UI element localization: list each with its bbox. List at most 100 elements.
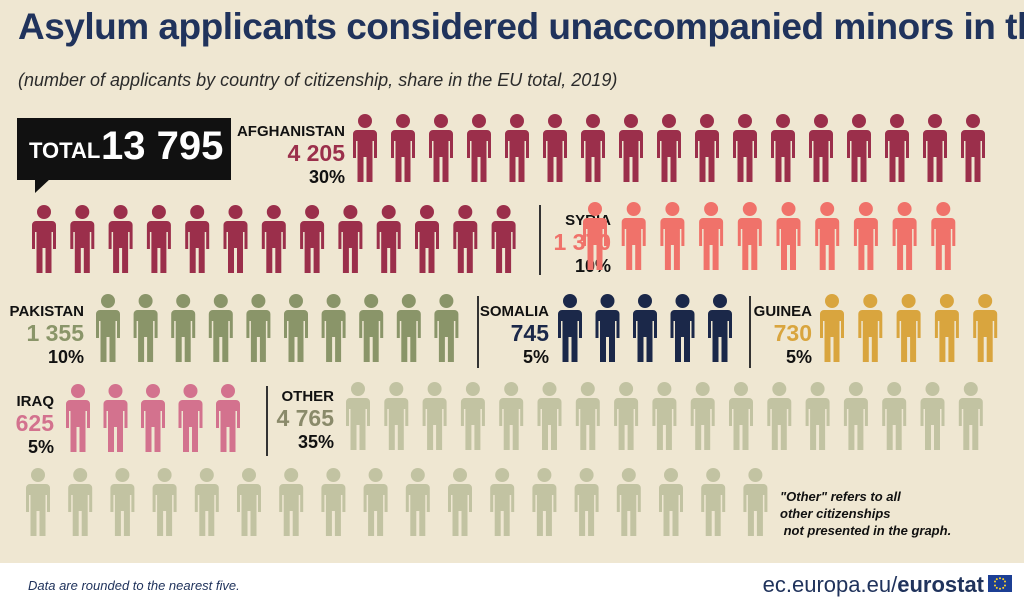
person-icon-other (614, 382, 639, 450)
person-icon-afghanistan (619, 114, 643, 182)
person-icon-other (920, 382, 945, 450)
person-icon-other (958, 382, 983, 450)
person-icon-afghanistan (338, 205, 363, 273)
person-icon-guinea (858, 294, 883, 362)
person-icon-other (152, 468, 177, 536)
person-icon-other (321, 468, 346, 536)
person-icon-afghanistan (695, 114, 719, 182)
country-value: 730 (773, 320, 812, 346)
country-value: 4 205 (287, 140, 345, 166)
person-icon-afghanistan (300, 205, 325, 273)
person-icon-afghanistan (415, 205, 439, 273)
person-icon-afghanistan (32, 205, 56, 273)
person-icon-somalia (595, 294, 620, 362)
country-name: OTHER (281, 388, 335, 405)
person-icon-somalia (708, 294, 732, 362)
person-icon-afghanistan (491, 205, 516, 273)
country-name: SOMALIA (479, 303, 549, 320)
person-icon-afghanistan (185, 205, 210, 273)
person-icon-other (448, 468, 472, 536)
person-icon-pakistan (171, 294, 196, 362)
person-icon-other (701, 468, 726, 536)
person-icon-syria (583, 202, 607, 270)
person-icon-pakistan (396, 294, 421, 362)
source-brand: eurostat (897, 572, 984, 597)
total-callout: TOTAL 13 795 (17, 118, 231, 180)
person-icon-other (110, 468, 135, 536)
country-name: AFGHANISTAN (236, 123, 345, 140)
person-icon-other (460, 382, 485, 450)
person-icon-somalia (558, 294, 582, 362)
person-icon-other (490, 468, 515, 536)
person-icon-afghanistan (847, 114, 871, 182)
person-icon-afghanistan (376, 205, 401, 273)
person-icon-other (767, 382, 792, 450)
person-icon-iraq (66, 384, 90, 452)
person-icon-afghanistan (453, 205, 478, 273)
country-value: 625 (15, 410, 54, 436)
person-icon-guinea (973, 294, 998, 362)
person-icon-afghanistan (657, 114, 681, 182)
pictogram-icons (26, 114, 998, 536)
person-icon-afghanistan (733, 114, 757, 182)
person-icon-other (729, 382, 753, 450)
country-name: PAKISTAN (9, 303, 84, 320)
person-icon-pakistan (321, 294, 346, 362)
person-icon-syria (621, 202, 646, 270)
person-icon-afghanistan (108, 205, 133, 273)
label-guinea: GUINEA 730 5% (754, 304, 812, 366)
person-icon-other (690, 382, 715, 450)
country-share: 10% (47, 347, 84, 367)
person-icon-pakistan (133, 294, 158, 362)
person-icon-other (346, 382, 370, 450)
person-icon-somalia (670, 294, 695, 362)
source-prefix: ec.europa.eu/ (762, 572, 898, 597)
separator (749, 296, 751, 368)
separator (539, 205, 541, 275)
person-icon-syria (815, 202, 840, 270)
person-icon-other (652, 382, 677, 450)
country-name: IRAQ (16, 393, 55, 410)
person-icon-afghanistan (581, 114, 605, 182)
person-icon-afghanistan (885, 114, 909, 182)
person-icon-afghanistan (543, 114, 567, 182)
person-icon-iraq (178, 384, 203, 452)
person-icon-guinea (896, 294, 921, 362)
person-icon-other (384, 382, 409, 450)
person-icon-other (194, 468, 219, 536)
person-icon-other (68, 468, 93, 536)
person-icon-somalia (633, 294, 657, 362)
person-icon-syria (892, 202, 917, 270)
person-icon-afghanistan (505, 114, 529, 182)
separator (266, 386, 268, 456)
person-icon-syria (853, 202, 878, 270)
person-icon-syria (776, 202, 801, 270)
person-icon-other (499, 382, 524, 450)
country-value: 4 765 (276, 405, 334, 431)
footer-source: ec.europa.eu/eurostat (763, 572, 984, 598)
total-callout-tail (35, 178, 51, 193)
person-icon-afghanistan (391, 114, 415, 182)
label-afghanistan: AFGHANISTAN 4 205 30% (237, 124, 345, 186)
chart-subtitle: (number of applicants by country of citi… (18, 70, 618, 90)
label-pakistan: PAKISTAN 1 355 10% (10, 304, 84, 366)
person-icon-afghanistan (961, 114, 985, 182)
person-icon-other (882, 382, 907, 450)
eu-flag-icon (988, 575, 1012, 592)
label-iraq: IRAQ 625 5% (16, 394, 54, 456)
country-share: 5% (785, 347, 812, 367)
person-icon-syria (737, 202, 762, 270)
person-icon-syria (699, 202, 724, 270)
country-name: GUINEA (753, 303, 812, 320)
person-icon-other (743, 468, 768, 536)
person-icon-other (537, 382, 562, 450)
person-icon-other (575, 382, 600, 450)
label-somalia: SOMALIA 745 5% (480, 304, 549, 366)
footnote-other: "Other" refers to all other citizenships… (780, 489, 952, 538)
country-value: 1 355 (26, 320, 84, 346)
person-icon-other (659, 468, 683, 536)
person-icon-pakistan (359, 294, 384, 362)
person-icon-other (805, 382, 830, 450)
chart-panel (0, 0, 1024, 563)
